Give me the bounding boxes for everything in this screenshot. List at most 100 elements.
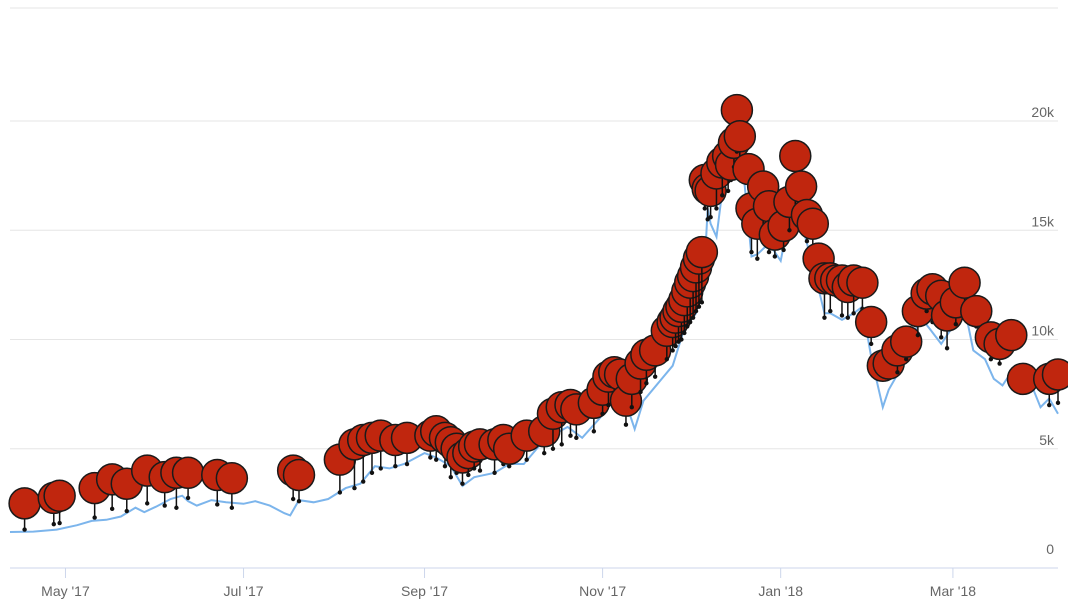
flag-anchor-dot bbox=[629, 405, 634, 410]
flag-anchor-dot bbox=[215, 502, 220, 507]
flag-anchor-dot bbox=[460, 481, 465, 486]
flag-balloon[interactable] bbox=[784, 170, 818, 203]
event-flag[interactable] bbox=[889, 325, 923, 362]
event-flag[interactable] bbox=[723, 120, 757, 176]
flag-anchor-dot bbox=[822, 315, 827, 320]
flag-anchor-dot bbox=[696, 304, 702, 309]
flag-anchor-dot bbox=[638, 389, 643, 395]
event-flag[interactable] bbox=[1041, 358, 1068, 406]
flag-anchor-dot bbox=[542, 450, 547, 456]
flag-anchor-dot bbox=[393, 464, 398, 469]
flag-anchor-dot bbox=[685, 324, 690, 329]
x-tick-label: May '17 bbox=[41, 583, 90, 599]
flag-anchor-dot bbox=[492, 470, 497, 475]
flag-anchor-dot bbox=[839, 313, 845, 318]
x-tick-label: Nov '17 bbox=[579, 583, 626, 599]
flag-anchor-dot bbox=[352, 485, 357, 491]
event-flag[interactable] bbox=[846, 266, 879, 312]
flag-anchor-dot bbox=[755, 256, 760, 261]
flag-balloon[interactable] bbox=[995, 318, 1028, 352]
flag-anchor-dot bbox=[229, 505, 235, 510]
y-tick-label: 5k bbox=[1039, 432, 1055, 448]
flag-balloon[interactable] bbox=[723, 120, 757, 153]
event-flag[interactable] bbox=[215, 461, 249, 510]
flag-anchor-dot bbox=[378, 466, 383, 471]
event-flag[interactable] bbox=[995, 318, 1028, 352]
flag-anchor-dot bbox=[524, 457, 529, 462]
flag-anchor-dot bbox=[22, 527, 27, 532]
flag-anchor-dot bbox=[337, 490, 343, 495]
flag-balloon[interactable] bbox=[796, 207, 830, 240]
flag-balloon[interactable] bbox=[948, 266, 981, 299]
flag-balloon[interactable] bbox=[779, 139, 812, 173]
flag-anchor-dot bbox=[442, 464, 448, 469]
flag-balloon[interactable] bbox=[685, 235, 719, 269]
flag-anchor-dot bbox=[568, 433, 573, 438]
flag-anchor-dot bbox=[670, 348, 675, 353]
flag-anchor-dot bbox=[644, 381, 649, 386]
flag-anchor-dot bbox=[652, 374, 658, 379]
event-flag[interactable] bbox=[43, 479, 76, 526]
flag-anchor-dot bbox=[781, 247, 786, 253]
flag-anchor-dot bbox=[290, 496, 296, 502]
flag-anchor-dot bbox=[845, 315, 851, 320]
flag-anchor-dot bbox=[682, 330, 687, 336]
flag-anchor-dot bbox=[428, 455, 433, 460]
event-flag[interactable] bbox=[8, 487, 41, 532]
flag-anchor-dot bbox=[606, 402, 611, 408]
event-flag[interactable] bbox=[171, 456, 205, 501]
flag-anchor-dot bbox=[895, 370, 900, 375]
flag-anchor-dot bbox=[162, 503, 167, 508]
flag-anchor-dot bbox=[145, 501, 150, 506]
flag-anchor-dot bbox=[591, 429, 597, 434]
y-tick-label: 20k bbox=[1031, 104, 1055, 120]
flag-anchor-dot bbox=[404, 461, 410, 467]
flag-balloon[interactable] bbox=[282, 458, 316, 492]
flag-balloon[interactable] bbox=[960, 294, 993, 328]
flag-anchor-dot bbox=[296, 498, 302, 504]
flag-anchor-dot bbox=[851, 311, 856, 316]
flag-anchor-dot bbox=[690, 315, 696, 320]
flag-anchor-dot bbox=[506, 464, 512, 469]
y-tick-label: 15k bbox=[1031, 213, 1055, 229]
event-flags[interactable] bbox=[8, 93, 1068, 532]
flag-balloon[interactable] bbox=[43, 479, 76, 512]
flag-balloon[interactable] bbox=[846, 266, 879, 299]
flag-anchor-dot bbox=[369, 470, 375, 475]
flag-anchor-dot bbox=[109, 506, 115, 512]
flag-anchor-dot bbox=[924, 308, 929, 314]
flag-anchor-dot bbox=[687, 319, 693, 325]
flag-balloon[interactable] bbox=[854, 305, 888, 339]
flag-anchor-dot bbox=[699, 300, 705, 305]
flag-anchor-dot bbox=[673, 343, 678, 349]
flag-anchor-dot bbox=[828, 308, 833, 314]
flag-anchor-dot bbox=[1055, 400, 1061, 406]
event-flag[interactable] bbox=[796, 207, 830, 266]
flag-anchor-dot bbox=[702, 206, 707, 211]
event-flag[interactable] bbox=[854, 305, 888, 347]
flag-balloon[interactable] bbox=[1041, 358, 1068, 391]
flag-balloon[interactable] bbox=[215, 461, 249, 495]
flag-anchor-dot bbox=[57, 520, 62, 526]
flag-anchor-dot bbox=[708, 214, 713, 220]
flag-anchor-dot bbox=[623, 422, 629, 427]
flag-anchor-dot bbox=[772, 254, 778, 259]
flag-balloon[interactable] bbox=[889, 325, 923, 358]
flag-anchor-dot bbox=[434, 457, 439, 462]
event-flag[interactable] bbox=[685, 235, 719, 305]
flag-anchor-dot bbox=[997, 361, 1002, 366]
event-flag[interactable] bbox=[960, 294, 993, 329]
y-tick-label: 10k bbox=[1031, 323, 1055, 339]
event-flag[interactable] bbox=[282, 458, 316, 504]
flag-anchor-dot bbox=[904, 356, 909, 362]
flag-anchor-dot bbox=[679, 337, 684, 342]
flag-anchor-dot bbox=[600, 411, 605, 416]
flag-anchor-dot bbox=[664, 356, 670, 362]
flag-balloon[interactable] bbox=[8, 487, 41, 520]
flag-anchor-dot bbox=[124, 508, 129, 514]
grid-lines bbox=[10, 7, 1058, 450]
flag-anchor-dot bbox=[471, 466, 477, 471]
flag-balloon[interactable] bbox=[171, 456, 205, 490]
x-tick-label: Mar '18 bbox=[930, 583, 976, 599]
